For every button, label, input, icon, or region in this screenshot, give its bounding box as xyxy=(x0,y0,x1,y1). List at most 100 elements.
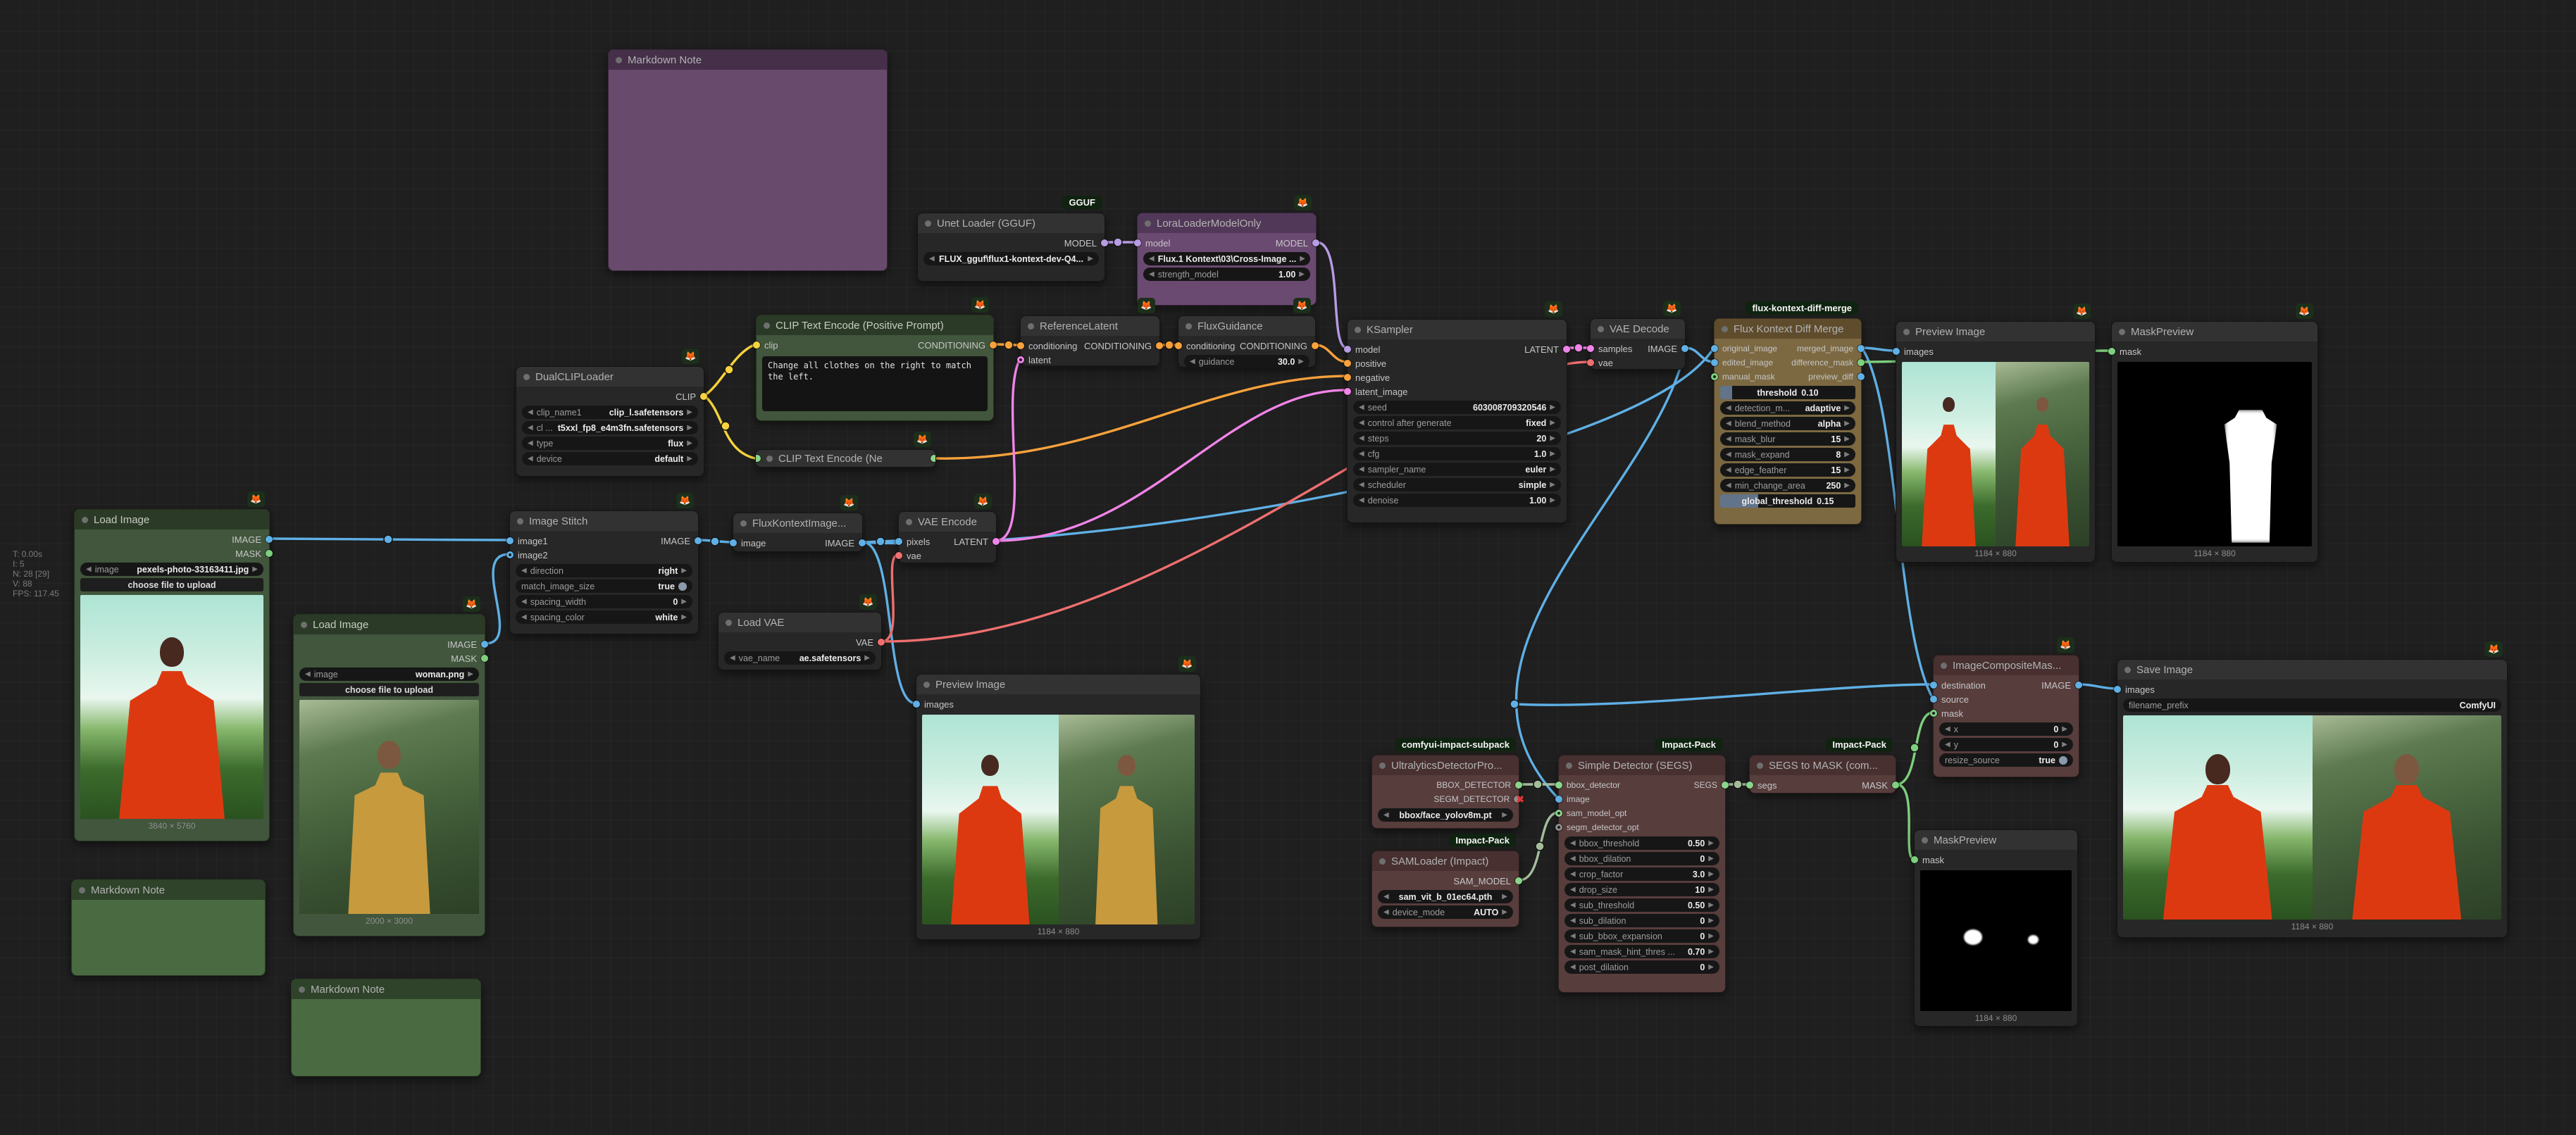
bbox-threshold-stepper[interactable]: ◀ bbox_threshold 0.50 ▶ xyxy=(1564,836,1719,850)
sam-mask-hint-threshold-stepper[interactable]: ◀ sam_mask_hint_thres ... 0.70 ▶ xyxy=(1564,945,1719,958)
node-header[interactable]: FluxGuidance xyxy=(1178,316,1315,336)
input-segm-detector-opt-port[interactable] xyxy=(1555,824,1562,831)
denoise-stepper[interactable]: ◀ denoise 1.00 ▶ xyxy=(1353,494,1561,507)
node-header[interactable]: SEGS to MASK (com... xyxy=(1750,755,1896,775)
node-preview-image-top[interactable]: 🦊 Preview Image images 1184 × 880 xyxy=(1893,303,2096,563)
output-merged-image-port[interactable] xyxy=(1858,345,1865,352)
node-mask-preview-bottom[interactable]: MaskPreview mask 1184 × 880 xyxy=(1911,829,2078,1027)
type-combo[interactable]: ◀ type flux ▶ xyxy=(522,437,698,450)
input-pixels-port[interactable] xyxy=(895,538,902,545)
node-header[interactable]: MaskPreview xyxy=(2112,322,2317,341)
input-samples-port[interactable] xyxy=(1587,345,1594,352)
collapse-dot-icon[interactable] xyxy=(1566,762,1572,769)
sub-bbox-expansion-stepper[interactable]: ◀ sub_bbox_expansion 0 ▶ xyxy=(1564,929,1719,943)
input-original-image-port[interactable] xyxy=(1711,345,1718,352)
output-vae-port[interactable] xyxy=(878,639,885,646)
node-header[interactable]: ImageCompositeMas... xyxy=(1934,656,2079,675)
guidance-stepper[interactable]: ◀ guidance 30.0 ▶ xyxy=(1184,355,1309,368)
input-source-port[interactable] xyxy=(1930,696,1937,703)
input-images-port[interactable] xyxy=(1893,348,1900,355)
edge-feather-stepper[interactable]: ◀ edge_feather 15 ▶ xyxy=(1720,463,1855,477)
node-mask-preview-top[interactable]: 🦊 MaskPreview mask 1184 × 880 xyxy=(2108,303,2318,563)
node-header[interactable]: Preview Image xyxy=(916,675,1200,694)
output-conditioning-port[interactable] xyxy=(1312,342,1319,349)
output-mask-port[interactable] xyxy=(1892,782,1899,789)
input-clip-port[interactable] xyxy=(753,341,760,349)
input-image2-port[interactable] xyxy=(506,551,514,558)
image-combo[interactable]: ◀ image pexels-photo-33163411.jpg ▶ xyxy=(80,563,263,576)
node-header[interactable]: Flux Kontext Diff Merge xyxy=(1715,319,1861,339)
input-negative-port[interactable] xyxy=(1344,374,1351,381)
sub-dilation-stepper[interactable]: ◀ sub_dilation 0 ▶ xyxy=(1564,914,1719,927)
strength-model-stepper[interactable]: ◀ strength_model 1.00 ▶ xyxy=(1143,268,1310,281)
collapse-dot-icon[interactable] xyxy=(82,516,88,523)
collapse-dot-icon[interactable] xyxy=(79,886,85,893)
unet-name-combo[interactable]: ◀ FLUX_gguf\flux1-kontext-dev-Q4... ▶ xyxy=(923,252,1099,265)
blend-method-combo[interactable]: ◀ blend_method alpha ▶ xyxy=(1720,417,1855,430)
node-vae-decode[interactable]: 🦊 VAE Decode samples IMAGE vae xyxy=(1587,301,1688,370)
node-image-composite-masked[interactable]: 🦊 ImageCompositeMas... destination IMAGE … xyxy=(1930,637,2082,777)
node-dual-clip-loader[interactable]: 🦊 DualCLIPLoader CLIP ◀ clip_name1 clip_l.… xyxy=(516,349,707,477)
clip-name2-combo[interactable]: ◀ cl ... t5xxl_fp8_e4m3fn.safetensors ▶ xyxy=(522,421,698,434)
direction-combo[interactable]: ◀ direction right ▶ xyxy=(516,564,692,577)
drop-size-stepper[interactable]: ◀ drop_size 10 ▶ xyxy=(1564,883,1719,896)
node-ksampler[interactable]: 🦊 KSampler model LATENT positive negative… xyxy=(1344,301,1570,523)
collapse-dot-icon[interactable] xyxy=(1145,220,1151,227)
node-header[interactable]: CLIP Text Encode (Ne xyxy=(756,450,935,467)
vae-name-combo[interactable]: ◀ vae_name ae.safetensors ▶ xyxy=(724,651,876,665)
output-difference-mask-port[interactable] xyxy=(1858,359,1865,366)
collapse-dot-icon[interactable] xyxy=(766,455,773,462)
global-threshold-slider[interactable]: global_threshold 0.15 xyxy=(1720,494,1855,508)
output-mask-port[interactable] xyxy=(266,550,273,557)
clip-name1-combo[interactable]: ◀ clip_name1 clip_l.safetensors ▶ xyxy=(522,406,698,419)
collapse-dot-icon[interactable] xyxy=(1355,326,1361,333)
collapse-dot-icon[interactable] xyxy=(740,520,747,527)
bbox-dilation-stepper[interactable]: ◀ bbox_dilation 0 ▶ xyxy=(1564,852,1719,865)
node-header[interactable]: Load Image xyxy=(75,510,269,529)
input-sam-model-opt-port[interactable] xyxy=(1555,810,1562,817)
node-load-image-2[interactable]: 🦊 Load Image IMAGE MASK ◀ image woman.png ▶… xyxy=(293,596,488,936)
input-destination-port[interactable] xyxy=(1930,682,1937,689)
x-stepper[interactable]: ◀ x 0 ▶ xyxy=(1939,722,2073,736)
node-header[interactable]: Markdown Note xyxy=(72,880,265,900)
output-clip-port[interactable] xyxy=(700,393,707,400)
collapse-dot-icon[interactable] xyxy=(1598,325,1604,332)
input-mask-port[interactable] xyxy=(1911,856,1918,863)
scheduler-combo[interactable]: ◀ scheduler simple ▶ xyxy=(1353,478,1561,491)
node-header[interactable]: Save Image xyxy=(2117,660,2507,679)
detection-method-combo[interactable]: ◀ detection_m... adaptive ▶ xyxy=(1720,401,1855,415)
collapse-dot-icon[interactable] xyxy=(1379,762,1386,769)
output-model-port[interactable] xyxy=(1101,239,1108,246)
output-segs-port[interactable] xyxy=(1722,782,1729,789)
node-header[interactable]: SAMLoader (Impact) xyxy=(1372,851,1519,871)
input-segs-port[interactable] xyxy=(1746,782,1753,789)
output-conditioning-port[interactable] xyxy=(1156,342,1163,349)
sam-model-combo[interactable]: ◀ sam_vit_b_01ec64.pth ▶ xyxy=(1378,890,1513,903)
image-combo[interactable]: ◀ image woman.png ▶ xyxy=(299,667,479,681)
combo-right-arrow-icon[interactable]: ▶ xyxy=(468,670,473,678)
output-sam-model-port[interactable] xyxy=(1515,877,1522,884)
choose-file-button[interactable]: choose file to upload xyxy=(80,578,263,591)
node-ultralytics-detector[interactable]: comfyui-impact-subpack UltralyticsDetect… xyxy=(1371,738,1524,829)
sub-threshold-stepper[interactable]: ◀ sub_threshold 0.50 ▶ xyxy=(1564,898,1719,912)
input-images-port[interactable] xyxy=(2114,686,2121,693)
min-change-area-stepper[interactable]: ◀ min_change_area 250 ▶ xyxy=(1720,479,1855,492)
node-header[interactable]: Unet Loader (GGUF) xyxy=(918,213,1105,233)
input-vae-port[interactable] xyxy=(895,552,902,559)
collapse-dot-icon[interactable] xyxy=(301,621,307,628)
input-model-port[interactable] xyxy=(1344,346,1351,353)
output-bbox-detector-port[interactable] xyxy=(1515,782,1522,789)
node-sam-loader[interactable]: Impact-Pack SAMLoader (Impact) SAM_MODEL… xyxy=(1371,834,1522,927)
input-bbox-detector-port[interactable] xyxy=(1555,782,1562,789)
node-clip-text-encode-positive[interactable]: 🦊 CLIP Text Encode (Positive Prompt) cli… xyxy=(753,297,997,421)
node-markdown-note-1[interactable]: Markdown Note xyxy=(71,879,266,976)
collapse-dot-icon[interactable] xyxy=(726,619,732,626)
filename-prefix-field[interactable]: filename_prefix ComfyUI xyxy=(2123,698,2501,712)
node-segs-to-mask[interactable]: Impact-Pack SEGS to MASK (com... segs MAS… xyxy=(1746,738,1899,794)
node-reference-latent[interactable]: 🦊 ReferenceLatent conditioning CONDITIONI… xyxy=(1017,298,1163,366)
output-model-port[interactable] xyxy=(1312,239,1319,246)
steps-stepper[interactable]: ◀ steps 20 ▶ xyxy=(1353,432,1561,445)
output-image-port[interactable] xyxy=(266,536,273,543)
input-image-port[interactable] xyxy=(730,539,737,546)
